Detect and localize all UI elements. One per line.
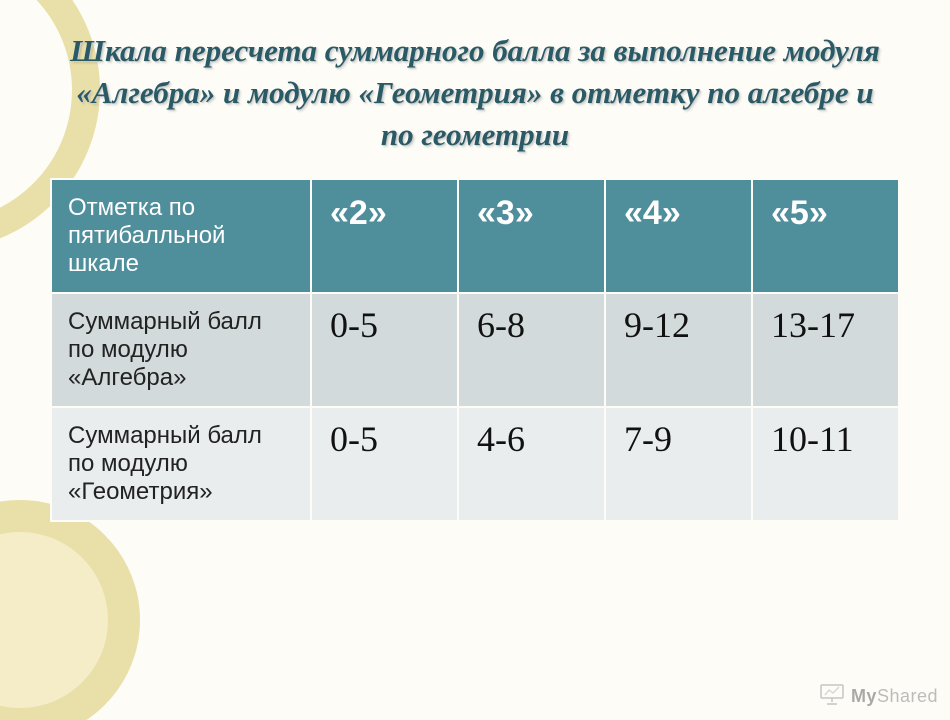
- grade-table: Отметка по пятибалльной шкале «2» «3» «4…: [50, 178, 900, 522]
- cell: 13-17: [752, 293, 899, 407]
- watermark-rest: Shared: [877, 686, 938, 706]
- presentation-icon: [819, 683, 845, 710]
- table-row: Суммарный балл по модулю «Геометрия» 0-5…: [51, 407, 899, 521]
- cell: 0-5: [311, 293, 458, 407]
- row-label-geometry: Суммарный балл по модулю «Геометрия»: [51, 407, 311, 521]
- row-label-algebra: Суммарный балл по модулю «Алгебра»: [51, 293, 311, 407]
- cell: 7-9: [605, 407, 752, 521]
- cell: 0-5: [311, 407, 458, 521]
- grade-col-2: «2»: [311, 179, 458, 293]
- watermark-bold: My: [851, 686, 877, 706]
- cell: 9-12: [605, 293, 752, 407]
- table-header-row: Отметка по пятибалльной шкале «2» «3» «4…: [51, 179, 899, 293]
- cell: 10-11: [752, 407, 899, 521]
- grade-col-3: «3»: [458, 179, 605, 293]
- grade-col-4: «4»: [605, 179, 752, 293]
- watermark-text: MyShared: [851, 686, 938, 707]
- watermark: MyShared: [819, 683, 938, 710]
- cell: 6-8: [458, 293, 605, 407]
- header-label: Отметка по пятибалльной шкале: [51, 179, 311, 293]
- slide-title: Шкала пересчета суммарного балла за выпо…: [50, 30, 900, 156]
- slide: Шкала пересчета суммарного балла за выпо…: [0, 0, 950, 720]
- cell: 4-6: [458, 407, 605, 521]
- table-row: Суммарный балл по модулю «Алгебра» 0-5 6…: [51, 293, 899, 407]
- grade-col-5: «5»: [752, 179, 899, 293]
